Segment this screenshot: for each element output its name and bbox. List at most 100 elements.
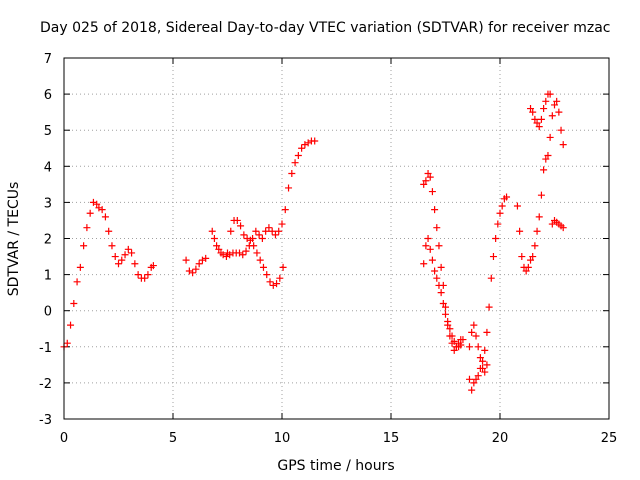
data-point bbox=[455, 339, 463, 347]
data-point bbox=[242, 247, 250, 255]
data-point bbox=[195, 260, 203, 268]
data-point bbox=[239, 251, 247, 259]
data-point bbox=[540, 166, 548, 174]
grid-lines bbox=[64, 58, 609, 419]
data-point bbox=[426, 173, 434, 181]
x-tick-label: 25 bbox=[601, 431, 618, 446]
data-point bbox=[240, 231, 248, 239]
data-point bbox=[192, 265, 200, 273]
data-point bbox=[472, 375, 480, 383]
data-point bbox=[311, 137, 319, 145]
data-point bbox=[535, 123, 543, 131]
data-point bbox=[128, 249, 136, 257]
data-point bbox=[457, 336, 465, 344]
data-point bbox=[524, 263, 532, 271]
y-tick-label: 2 bbox=[44, 233, 52, 248]
data-point bbox=[144, 271, 152, 279]
data-point bbox=[70, 299, 78, 307]
data-point bbox=[266, 278, 274, 286]
data-point bbox=[431, 206, 439, 214]
data-point bbox=[489, 253, 497, 261]
data-point bbox=[294, 151, 302, 159]
data-point bbox=[275, 227, 283, 235]
y-tick-label: -1 bbox=[39, 341, 52, 356]
data-point bbox=[485, 303, 493, 311]
data-point bbox=[237, 222, 245, 230]
data-point bbox=[121, 251, 129, 259]
data-point bbox=[494, 220, 502, 228]
x-axis-label: GPS time / hours bbox=[277, 458, 394, 474]
data-point bbox=[479, 357, 487, 365]
y-tick-label: 3 bbox=[44, 196, 52, 211]
data-point bbox=[437, 289, 445, 297]
data-point bbox=[259, 263, 267, 271]
data-point bbox=[472, 332, 480, 340]
data-point bbox=[553, 97, 561, 105]
y-tick-label: 4 bbox=[44, 160, 52, 175]
data-point bbox=[479, 364, 487, 372]
data-point bbox=[118, 256, 126, 264]
data-point bbox=[268, 227, 276, 235]
data-point bbox=[450, 346, 458, 354]
data-point bbox=[474, 343, 482, 351]
data-point bbox=[546, 133, 554, 141]
data-point bbox=[73, 278, 81, 286]
y-tick-label: 5 bbox=[44, 124, 52, 139]
data-point bbox=[492, 235, 500, 242]
data-point bbox=[548, 220, 556, 228]
data-point bbox=[224, 249, 231, 257]
data-point bbox=[424, 235, 432, 242]
data-point bbox=[279, 263, 287, 271]
data-point bbox=[215, 245, 223, 253]
data-point bbox=[428, 256, 436, 264]
data-point bbox=[542, 97, 550, 105]
data-point bbox=[444, 321, 452, 329]
data-point bbox=[253, 249, 261, 257]
data-point bbox=[470, 321, 478, 329]
data-point bbox=[262, 227, 270, 235]
data-point bbox=[189, 269, 197, 277]
data-point bbox=[108, 242, 116, 250]
data-point bbox=[465, 375, 473, 383]
x-tick-label: 5 bbox=[169, 431, 177, 446]
y-tick-label: -2 bbox=[39, 377, 52, 392]
data-point bbox=[468, 328, 476, 336]
data-point bbox=[124, 245, 132, 253]
data-point bbox=[256, 256, 264, 264]
data-point bbox=[531, 115, 539, 123]
data-point bbox=[255, 231, 263, 239]
data-point bbox=[93, 200, 101, 208]
y-tick-label: 0 bbox=[44, 305, 52, 320]
data-point bbox=[424, 170, 432, 178]
data-point bbox=[540, 105, 548, 113]
data-point bbox=[263, 271, 271, 279]
data-point bbox=[531, 242, 539, 250]
data-point bbox=[527, 256, 535, 264]
data-point bbox=[559, 224, 567, 232]
data-point bbox=[271, 231, 279, 239]
data-point bbox=[548, 112, 556, 120]
data-point bbox=[487, 274, 495, 282]
data-point bbox=[442, 310, 449, 318]
data-point bbox=[433, 274, 441, 282]
data-point bbox=[431, 267, 439, 275]
data-point bbox=[131, 260, 139, 268]
data-point bbox=[498, 202, 506, 210]
data-point bbox=[246, 236, 254, 244]
y-tick-label: 7 bbox=[44, 52, 52, 67]
data-point bbox=[276, 274, 284, 282]
data-point bbox=[208, 227, 216, 235]
data-point bbox=[546, 90, 554, 98]
data-point bbox=[522, 267, 530, 275]
data-point bbox=[465, 343, 473, 351]
data-point bbox=[298, 144, 306, 152]
y-tick-label: 1 bbox=[44, 269, 52, 284]
data-point bbox=[533, 227, 541, 235]
data-point bbox=[420, 180, 428, 188]
data-point bbox=[182, 256, 190, 264]
data-point bbox=[281, 206, 289, 214]
data-point bbox=[202, 254, 210, 262]
data-point bbox=[452, 343, 460, 351]
data-point bbox=[210, 235, 218, 242]
